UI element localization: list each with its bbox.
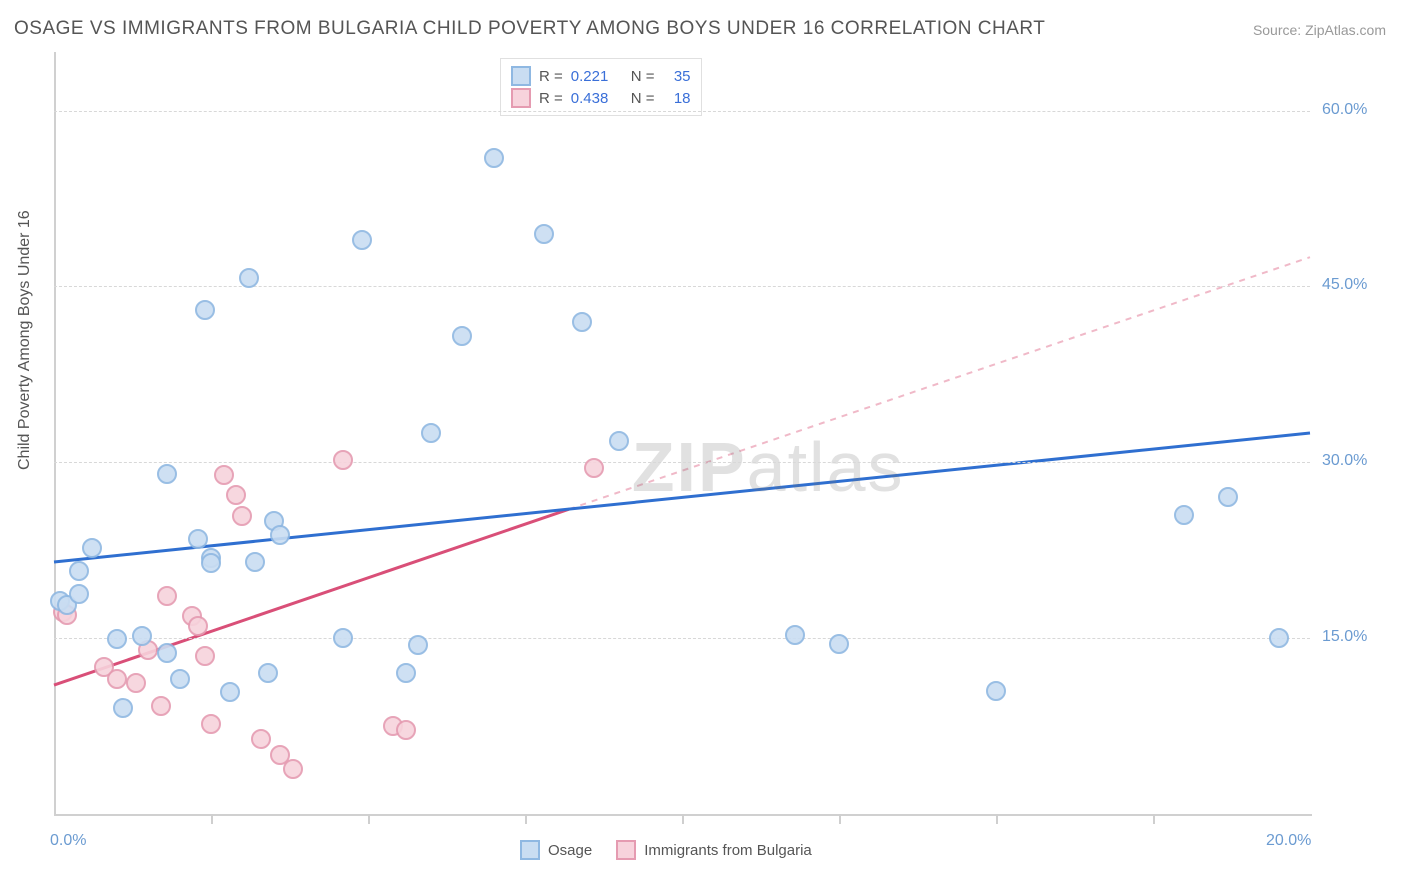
osage-point (201, 553, 221, 573)
osage-point (396, 663, 416, 683)
osage-point (421, 423, 441, 443)
bulgaria-point (126, 673, 146, 693)
osage-point (82, 538, 102, 558)
x-tick-mark (996, 814, 998, 824)
bulgaria-point (157, 586, 177, 606)
osage-point (352, 230, 372, 250)
bulgaria-point (195, 646, 215, 666)
osage-point (785, 625, 805, 645)
correlation-legend: R = 0.221 N = 35 R = 0.438 N = 18 (500, 58, 702, 116)
legend-swatch (616, 840, 636, 860)
osage-point (572, 312, 592, 332)
osage-point (195, 300, 215, 320)
bulgaria-point (201, 714, 221, 734)
legend-n-value: 35 (663, 68, 691, 85)
bulgaria-point (107, 669, 127, 689)
series-legend-label: Osage (548, 842, 592, 859)
osage-point (829, 634, 849, 654)
osage-point (986, 681, 1006, 701)
legend-swatch (511, 88, 531, 108)
gridline (54, 111, 1310, 112)
x-tick-mark (525, 814, 527, 824)
legend-row: R = 0.221 N = 35 (511, 65, 691, 87)
osage-point (245, 552, 265, 572)
osage-point (484, 148, 504, 168)
series-legend: Osage Immigrants from Bulgaria (520, 840, 812, 860)
bulgaria-point (151, 696, 171, 716)
y-tick-label: 60.0% (1322, 101, 1367, 119)
legend-n-value: 18 (663, 90, 691, 107)
osage-point (452, 326, 472, 346)
osage-point (69, 584, 89, 604)
bulgaria-point (396, 720, 416, 740)
osage-point (107, 629, 127, 649)
x-tick-mark (1153, 814, 1155, 824)
osage-point (220, 682, 240, 702)
bulgaria-point (214, 465, 234, 485)
gridline (54, 462, 1310, 463)
x-tick-mark (682, 814, 684, 824)
osage-point (132, 626, 152, 646)
legend-n-label: N = (631, 90, 655, 107)
x-tick-mark (211, 814, 213, 824)
x-tick-mark (839, 814, 841, 824)
osage-point (1269, 628, 1289, 648)
chart-container: OSAGE VS IMMIGRANTS FROM BULGARIA CHILD … (0, 0, 1406, 892)
series-legend-item: Osage (520, 840, 592, 860)
osage-point (188, 529, 208, 549)
legend-r-value: 0.221 (571, 68, 623, 85)
trend-lines (0, 0, 1406, 892)
legend-swatch (520, 840, 540, 860)
series-legend-label: Immigrants from Bulgaria (644, 842, 812, 859)
y-tick-label: 15.0% (1322, 628, 1367, 646)
x-tick-label: 0.0% (50, 832, 86, 850)
legend-swatch (511, 66, 531, 86)
gridline (54, 286, 1310, 287)
y-tick-label: 30.0% (1322, 452, 1367, 470)
osage-point (170, 669, 190, 689)
x-tick-label: 20.0% (1266, 832, 1311, 850)
osage-point (534, 224, 554, 244)
osage-point (258, 663, 278, 683)
bulgaria-point (283, 759, 303, 779)
legend-row: R = 0.438 N = 18 (511, 87, 691, 109)
osage-point (239, 268, 259, 288)
legend-r-label: R = (539, 90, 563, 107)
osage-point (270, 525, 290, 545)
x-tick-mark (368, 814, 370, 824)
series-legend-item: Immigrants from Bulgaria (616, 840, 812, 860)
legend-r-value: 0.438 (571, 90, 623, 107)
legend-r-label: R = (539, 68, 563, 85)
osage-point (333, 628, 353, 648)
bulgaria-point (333, 450, 353, 470)
y-tick-label: 45.0% (1322, 276, 1367, 294)
gridline (54, 638, 1310, 639)
osage-point (157, 464, 177, 484)
legend-n-label: N = (631, 68, 655, 85)
